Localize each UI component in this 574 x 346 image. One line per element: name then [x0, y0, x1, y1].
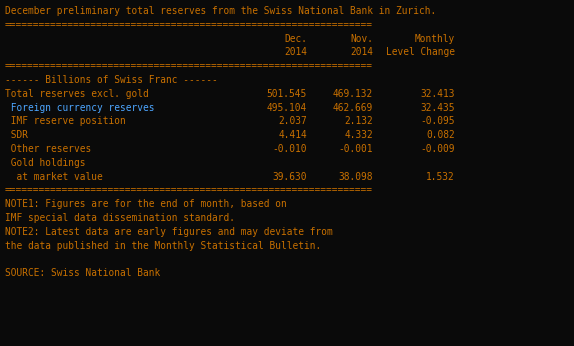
Text: -0.095: -0.095 [421, 116, 455, 126]
Text: ================================================================: ========================================… [5, 20, 373, 30]
Text: 4.332: 4.332 [344, 130, 373, 140]
Text: 2.132: 2.132 [344, 116, 373, 126]
Text: Level Change: Level Change [386, 47, 455, 57]
Text: 2014: 2014 [350, 47, 373, 57]
Text: IMF special data dissemination standard.: IMF special data dissemination standard. [5, 213, 235, 223]
Text: 501.545: 501.545 [267, 89, 307, 99]
Text: 462.669: 462.669 [333, 103, 373, 112]
Text: Nov.: Nov. [350, 34, 373, 44]
Text: -0.009: -0.009 [421, 144, 455, 154]
Text: 32.413: 32.413 [421, 89, 455, 99]
Text: NOTE2: Latest data are early figures and may deviate from: NOTE2: Latest data are early figures and… [5, 227, 333, 237]
Text: ================================================================: ========================================… [5, 185, 373, 195]
Text: at market value: at market value [5, 172, 103, 182]
Text: -0.001: -0.001 [339, 144, 373, 154]
Text: 38.098: 38.098 [339, 172, 373, 182]
Text: SDR: SDR [5, 130, 28, 140]
Text: 2014: 2014 [284, 47, 307, 57]
Text: Gold holdings: Gold holdings [5, 158, 86, 168]
Text: the data published in the Monthly Statistical Bulletin.: the data published in the Monthly Statis… [5, 240, 321, 251]
Text: 4.414: 4.414 [278, 130, 307, 140]
Text: 2.037: 2.037 [278, 116, 307, 126]
Text: 1.532: 1.532 [426, 172, 455, 182]
Text: Monthly: Monthly [415, 34, 455, 44]
Text: 39.630: 39.630 [273, 172, 307, 182]
Text: 0.082: 0.082 [426, 130, 455, 140]
Text: Foreign currency reserves: Foreign currency reserves [5, 103, 154, 112]
Text: Total reserves excl. gold: Total reserves excl. gold [5, 89, 149, 99]
Text: 32.435: 32.435 [421, 103, 455, 112]
Text: 495.104: 495.104 [267, 103, 307, 112]
Text: 469.132: 469.132 [333, 89, 373, 99]
Text: SOURCE: Swiss National Bank: SOURCE: Swiss National Bank [5, 268, 160, 278]
Text: Dec.: Dec. [284, 34, 307, 44]
Text: -0.010: -0.010 [273, 144, 307, 154]
Text: IMF reserve position: IMF reserve position [5, 116, 126, 126]
Text: NOTE1: Figures are for the end of month, based on: NOTE1: Figures are for the end of month,… [5, 199, 287, 209]
Text: December preliminary total reserves from the Swiss National Bank in Zurich.: December preliminary total reserves from… [5, 6, 436, 16]
Text: ------ Billions of Swiss Franc ------: ------ Billions of Swiss Franc ------ [5, 75, 218, 85]
Text: Other reserves: Other reserves [5, 144, 91, 154]
Text: ================================================================: ========================================… [5, 61, 373, 71]
